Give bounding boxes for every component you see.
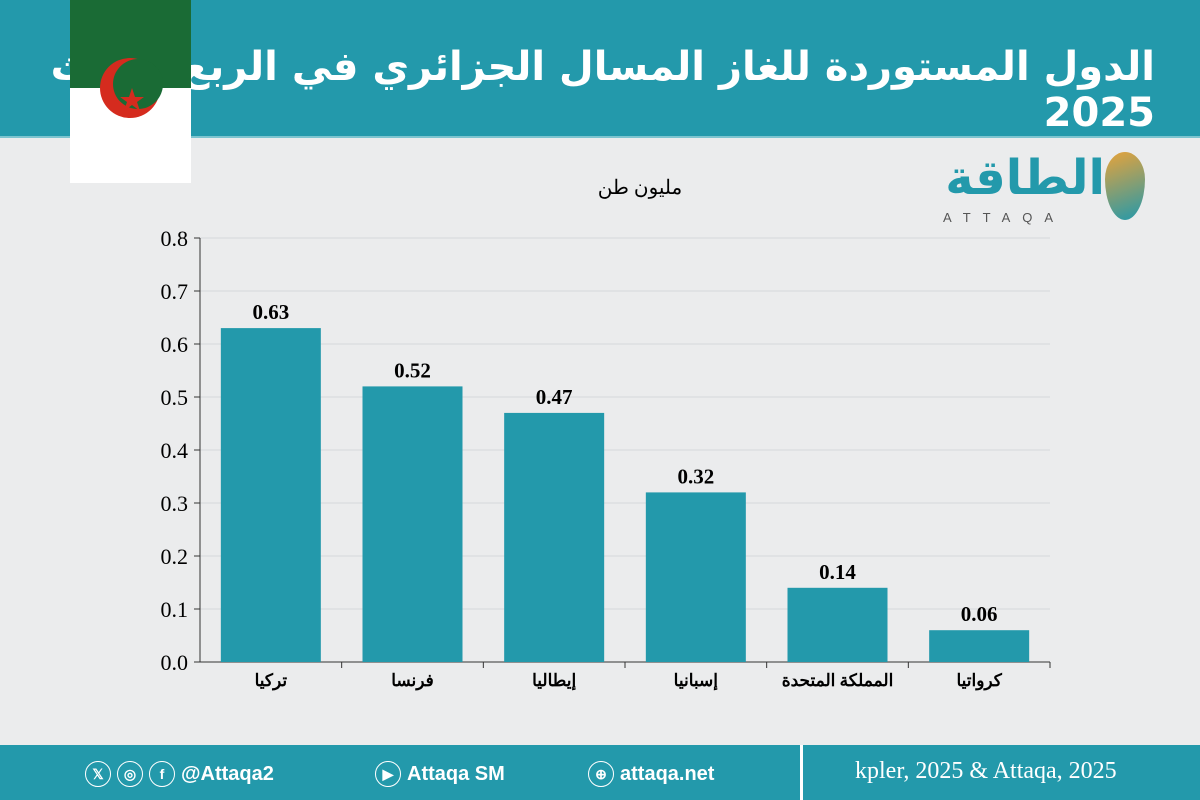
x-tick-label: فرنسا: [391, 671, 434, 691]
data-label: 0.06: [961, 602, 998, 626]
x-tick-label: كرواتيا: [956, 671, 1002, 691]
y-tick-label: 0.7: [161, 279, 189, 304]
globe-icon: ⊕: [588, 761, 614, 787]
chart-title: الدول المستوردة للغاز المسال الجزائري في…: [50, 44, 1155, 136]
website-link[interactable]: ⊕ attaqa.net: [588, 761, 714, 787]
data-label: 0.47: [536, 385, 573, 409]
data-label: 0.14: [819, 560, 856, 584]
logo-latin: ATTAQA: [943, 210, 1066, 225]
y-tick-label: 0.8: [161, 226, 189, 251]
bar: [220, 328, 321, 662]
y-tick-label: 0.5: [161, 385, 189, 410]
x-icon[interactable]: 𝕏: [85, 761, 111, 787]
facebook-icon[interactable]: f: [149, 761, 175, 787]
youtube-link[interactable]: ▶ Attaqa SM: [375, 761, 505, 787]
social-links: 𝕏 ◎ f @Attaqa2: [85, 761, 274, 787]
header-band: الدول المستوردة للغاز المسال الجزائري في…: [0, 0, 1200, 138]
y-axis-unit: مليون طن: [597, 177, 683, 199]
drop-icon: [1105, 152, 1145, 220]
x-tick-label: إيطاليا: [532, 671, 576, 691]
bar: [929, 630, 1030, 662]
bar: [787, 587, 888, 662]
instagram-icon[interactable]: ◎: [117, 761, 143, 787]
source-text: kpler, 2025 & Attaqa, 2025: [855, 758, 1117, 784]
x-tick-label: تركيا: [255, 671, 288, 691]
youtube-icon: ▶: [375, 761, 401, 787]
bar: [645, 492, 746, 662]
y-tick-label: 0.3: [161, 491, 189, 516]
bar: [362, 386, 463, 662]
data-label: 0.52: [394, 358, 431, 382]
algeria-flag: [70, 0, 191, 183]
y-tick-label: 0.1: [161, 597, 189, 622]
x-tick-label: المملكة المتحدة: [782, 671, 894, 690]
attaqa-logo: الطاقة ATTAQA: [935, 150, 1155, 230]
data-label: 0.63: [252, 300, 289, 324]
y-tick-label: 0.2: [161, 544, 189, 569]
footer: 𝕏 ◎ f @Attaqa2 ▶ Attaqa SM ⊕ attaqa.net …: [0, 745, 1200, 800]
website-label: attaqa.net: [620, 762, 715, 785]
bar: [504, 412, 605, 662]
data-label: 0.32: [677, 464, 714, 488]
y-tick-label: 0.0: [161, 650, 189, 675]
x-tick-label: إسبانيا: [674, 671, 719, 691]
logo-arabic: الطاقة: [945, 150, 1105, 206]
y-tick-label: 0.6: [161, 332, 189, 357]
youtube-label: Attaqa SM: [407, 762, 505, 785]
footer-divider: [800, 745, 803, 800]
y-tick-label: 0.4: [161, 438, 189, 463]
social-handle[interactable]: @Attaqa2: [181, 762, 274, 785]
